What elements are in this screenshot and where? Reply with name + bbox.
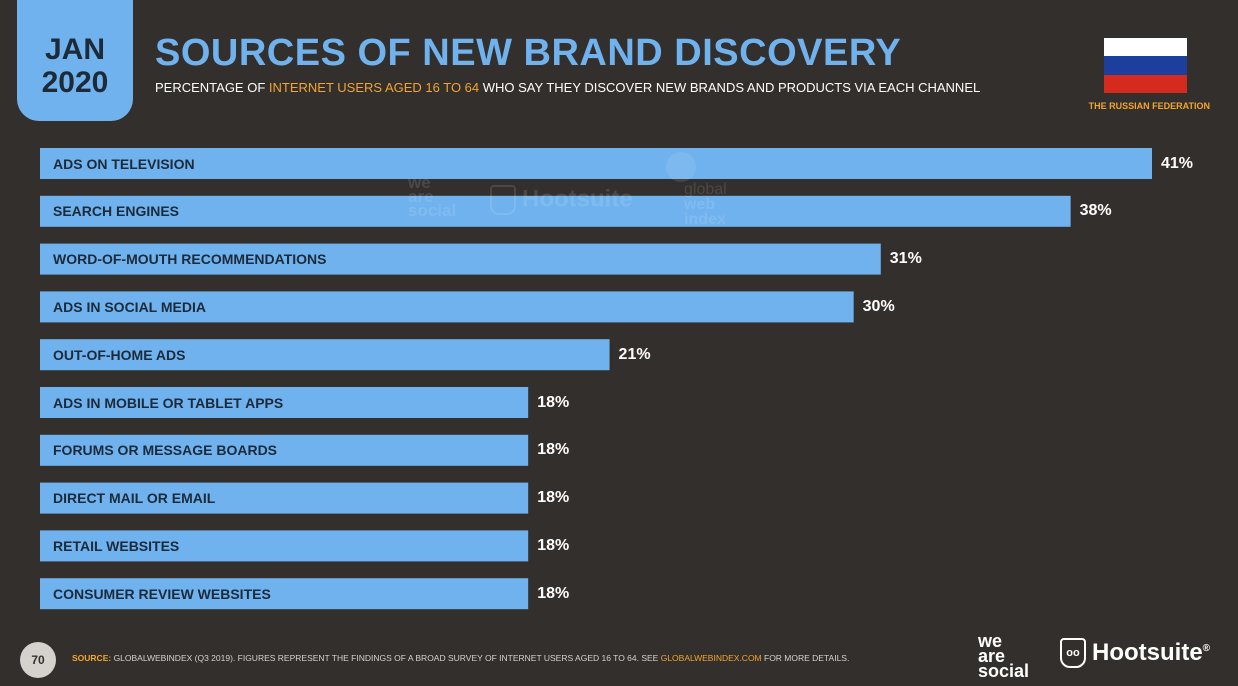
bar-value-label: 41% bbox=[1161, 154, 1194, 172]
page-title: SOURCES OF NEW BRAND DISCOVERY bbox=[155, 32, 902, 74]
bar-value-label: 30% bbox=[862, 297, 895, 315]
bar-category-label: FORUMS OR MESSAGE BOARDS bbox=[53, 442, 278, 459]
bar-value-label: 31% bbox=[889, 250, 922, 268]
bar-category-label: ADS IN MOBILE OR TABLET APPS bbox=[53, 394, 284, 411]
we-are-social-logo: we are social bbox=[978, 631, 1030, 681]
bar-value-label: 18% bbox=[537, 441, 570, 459]
page-subtitle: PERCENTAGE OF INTERNET USERS AGED 16 TO … bbox=[155, 80, 980, 95]
watermark-we-are-social: we are social bbox=[408, 173, 457, 220]
bar-value-label: 18% bbox=[537, 584, 570, 602]
bar-3 bbox=[40, 291, 854, 323]
bar-category-label: OUT-OF-HOME ADS bbox=[53, 346, 186, 363]
bar-category-label: RETAIL WEBSITES bbox=[53, 537, 180, 554]
russia-flag-icon bbox=[1104, 38, 1187, 93]
bar-2 bbox=[40, 243, 881, 275]
source-label: SOURCE: bbox=[72, 653, 112, 663]
bar-value-label: 18% bbox=[537, 393, 570, 411]
hootsuite-logo-text: Hootsuite® bbox=[1092, 639, 1211, 666]
bar-0 bbox=[40, 148, 1152, 179]
bar-1 bbox=[40, 195, 1071, 227]
flag-stripe-white bbox=[1104, 38, 1187, 57]
bar-9 bbox=[40, 578, 529, 610]
subtitle-post: WHO SAY THEY DISCOVER NEW BRANDS AND PRO… bbox=[479, 80, 981, 95]
bar-5 bbox=[40, 387, 529, 418]
bar-value-label: 38% bbox=[1079, 202, 1112, 220]
bar-6 bbox=[40, 434, 529, 466]
watermark-globalwebindex: global web index bbox=[666, 152, 727, 228]
source-note: SOURCE: GLOBALWEBINDEX (Q3 2019). FIGURE… bbox=[72, 653, 849, 663]
subtitle-highlight: INTERNET USERS AGED 16 TO 64 bbox=[268, 80, 480, 95]
watermark-owl-icon bbox=[490, 185, 516, 215]
bar-value-label: 21% bbox=[618, 345, 651, 363]
flag-stripe-blue bbox=[1104, 56, 1187, 75]
bar-category-label: CONSUMER REVIEW WEBSITES bbox=[53, 585, 271, 602]
bar-8 bbox=[40, 530, 529, 562]
source-text: GLOBALWEBINDEX (Q3 2019). FIGURES REPRES… bbox=[111, 653, 661, 663]
bar-category-label: SEARCH ENGINES bbox=[53, 203, 180, 220]
watermark-globe-icon bbox=[666, 152, 696, 182]
date-year: 2020 bbox=[41, 66, 109, 99]
owl-icon: oo bbox=[1060, 638, 1086, 668]
hootsuite-logo: oo Hootsuite® bbox=[1060, 638, 1210, 668]
country-label: THE RUSSIAN FEDERATION bbox=[1088, 101, 1210, 111]
subtitle-pre: PERCENTAGE OF bbox=[155, 80, 269, 95]
bar-value-label: 18% bbox=[537, 536, 570, 554]
bar-7 bbox=[40, 482, 529, 514]
bar-category-label: WORD-OF-MOUTH RECOMMENDATIONS bbox=[53, 251, 327, 268]
bar-category-label: ADS IN SOCIAL MEDIA bbox=[53, 298, 206, 315]
bar-4 bbox=[40, 339, 610, 371]
bar-value-label: 18% bbox=[537, 489, 570, 507]
source-link[interactable]: GLOBALWEBINDEX.COM bbox=[660, 653, 762, 663]
date-badge: JAN 2020 bbox=[17, 0, 133, 121]
date-month: JAN bbox=[44, 33, 105, 66]
page-number: 70 bbox=[20, 642, 56, 678]
bar-category-label: DIRECT MAIL OR EMAIL bbox=[53, 490, 216, 507]
flag-stripe-red bbox=[1104, 74, 1187, 93]
bar-category-label: ADS ON TELEVISION bbox=[53, 155, 195, 172]
watermark-hootsuite: Hootsuite bbox=[490, 185, 633, 215]
source-tail: FOR MORE DETAILS. bbox=[761, 653, 850, 663]
